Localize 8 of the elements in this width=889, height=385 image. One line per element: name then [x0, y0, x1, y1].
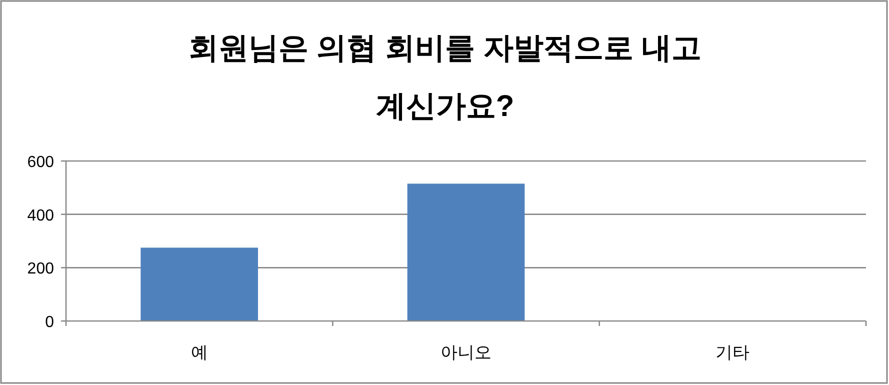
y-tick-label: 200: [27, 260, 54, 278]
y-tick-label: 600: [27, 154, 54, 171]
y-tick-label: 400: [27, 207, 54, 224]
x-tick-label: 기타: [716, 343, 750, 362]
x-tick-label: 예: [190, 343, 208, 362]
y-tick-label: 0: [45, 314, 54, 331]
title: 회원님은 의협 회비를 자발적으로 내고 계신가요?: [188, 32, 702, 123]
x-tick-label: 아니오: [440, 343, 492, 362]
